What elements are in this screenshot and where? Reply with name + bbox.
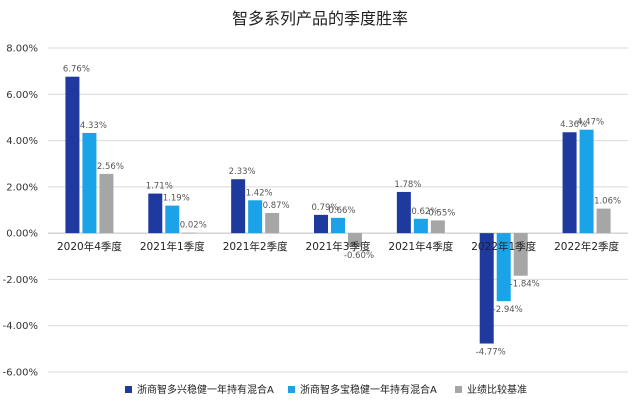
data-label: 1.78% bbox=[394, 180, 421, 190]
bar bbox=[148, 193, 163, 234]
y-tick-label: 8.00% bbox=[6, 44, 38, 55]
bar bbox=[314, 214, 328, 234]
bar bbox=[430, 220, 445, 234]
y-tick-label: -4.00% bbox=[3, 321, 38, 332]
bar bbox=[82, 132, 97, 234]
data-label: 1.71% bbox=[146, 182, 173, 192]
x-category-label: 2022年1季度 bbox=[471, 240, 536, 253]
bar bbox=[562, 132, 577, 234]
x-category-label: 2022年2季度 bbox=[554, 240, 619, 253]
data-label: 0.79% bbox=[311, 203, 338, 213]
y-tick-label: 2.00% bbox=[6, 182, 38, 193]
bar bbox=[182, 232, 197, 234]
data-label: 4.33% bbox=[80, 121, 107, 131]
bar bbox=[348, 233, 362, 248]
bar bbox=[396, 191, 411, 234]
y-tick-label: 6.00% bbox=[6, 90, 38, 101]
x-category-label: 2021年1季度 bbox=[140, 240, 205, 253]
data-label: 0.55% bbox=[428, 208, 455, 218]
bar bbox=[331, 217, 345, 234]
x-category-label: 2020年4季度 bbox=[57, 240, 122, 253]
data-label: 0.66% bbox=[328, 206, 355, 216]
data-label: -0.60% bbox=[344, 251, 374, 261]
bars bbox=[65, 76, 611, 344]
x-axis-categories: 2020年4季度 2021年1季度 2021年2季度 2021年3季度 2021年4季度… bbox=[57, 240, 620, 253]
legend-swatch bbox=[288, 386, 295, 393]
data-label: 4.36% bbox=[560, 120, 587, 130]
x-category-label: 2021年3季度 bbox=[306, 240, 371, 253]
legend-swatch bbox=[455, 386, 462, 393]
x-category-label: 2021年4季度 bbox=[388, 240, 453, 253]
bar bbox=[596, 208, 611, 234]
chart-title: 智多系列产品的季度胜率 bbox=[232, 9, 408, 28]
data-label: 1.19% bbox=[163, 194, 190, 204]
bar bbox=[99, 173, 114, 234]
data-labels: 6.76% 4.33% 2.56% 1.71% 1.19% 0.02% 2.33% 1.42%… bbox=[63, 65, 621, 358]
bar bbox=[248, 200, 263, 234]
bar bbox=[579, 129, 594, 234]
bar bbox=[65, 76, 80, 234]
y-tick-label: 4.00% bbox=[6, 136, 38, 147]
data-label: 0.02% bbox=[180, 221, 207, 231]
data-label: 0.62% bbox=[411, 207, 438, 217]
data-label: -2.94% bbox=[493, 305, 523, 315]
data-label: -1.84% bbox=[510, 280, 540, 290]
bar bbox=[231, 179, 246, 234]
x-category-label: 2021年2季度 bbox=[223, 240, 288, 253]
legend: 浙商智多兴稳健一年持有混合A 浙商智多宝稳健一年持有混合A 业绩比较基准 bbox=[125, 383, 527, 396]
bar bbox=[479, 233, 494, 344]
legend-label: 业绩比较基准 bbox=[467, 383, 527, 396]
y-tick-label: -2.00% bbox=[3, 275, 38, 286]
data-label: 4.47% bbox=[577, 118, 604, 128]
data-label: 2.56% bbox=[97, 162, 124, 172]
y-tick-label: -6.00% bbox=[3, 368, 38, 379]
legend-label: 浙商智多兴稳健一年持有混合A bbox=[137, 383, 274, 396]
data-label: 2.33% bbox=[229, 167, 256, 177]
y-tick-label: 0.00% bbox=[6, 229, 38, 240]
bar bbox=[513, 233, 528, 276]
data-label: -4.77% bbox=[476, 348, 506, 358]
data-label: 0.87% bbox=[263, 201, 290, 211]
legend-swatch bbox=[125, 386, 132, 393]
bar bbox=[413, 218, 428, 234]
bar bbox=[265, 213, 280, 234]
data-label: 6.76% bbox=[63, 65, 90, 75]
bar bbox=[165, 205, 180, 234]
legend-label: 浙商智多宝稳健一年持有混合A bbox=[300, 383, 437, 396]
y-axis-ticks: 8.00% 6.00% 4.00% 2.00% 0.00% -2.00% -4.00% -6.… bbox=[3, 44, 38, 379]
data-label: 1.06% bbox=[594, 197, 621, 207]
data-label: 1.42% bbox=[246, 188, 273, 198]
bar bbox=[496, 233, 511, 302]
